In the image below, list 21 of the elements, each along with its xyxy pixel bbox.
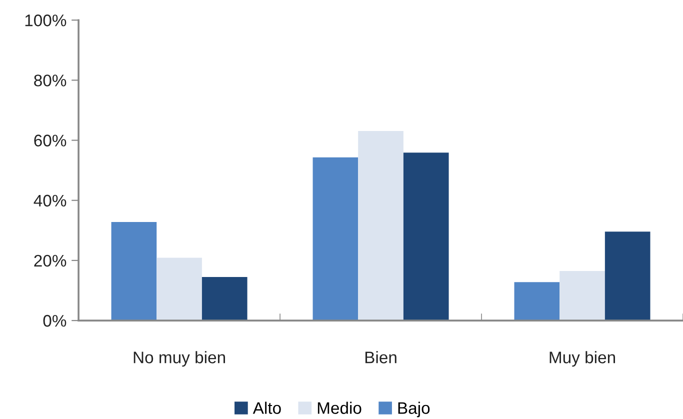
y-tick-label: 40%	[34, 194, 66, 207]
y-tick-label: 100%	[25, 14, 66, 26]
legend-label: Alto	[252, 402, 281, 414]
y-tick-label: 20%	[34, 254, 66, 267]
y-tick-label: 0%	[43, 314, 66, 327]
y-tick-label: 80%	[34, 74, 66, 86]
bar	[514, 282, 560, 321]
legend-label: Bajo	[398, 402, 430, 418]
y-tick-label: 60%	[34, 134, 66, 146]
bar	[156, 258, 202, 321]
bar	[312, 157, 358, 321]
legend-label: Medio	[318, 402, 362, 414]
bar	[604, 232, 650, 321]
bar	[358, 130, 404, 321]
x-tick-label: Bien	[365, 351, 396, 364]
x-tick-label: No muy bien	[134, 351, 225, 367]
x-tick-label: Muy bien	[550, 351, 615, 367]
bar	[111, 222, 157, 321]
bar	[202, 276, 248, 321]
bar	[560, 270, 605, 321]
bar	[403, 152, 449, 321]
